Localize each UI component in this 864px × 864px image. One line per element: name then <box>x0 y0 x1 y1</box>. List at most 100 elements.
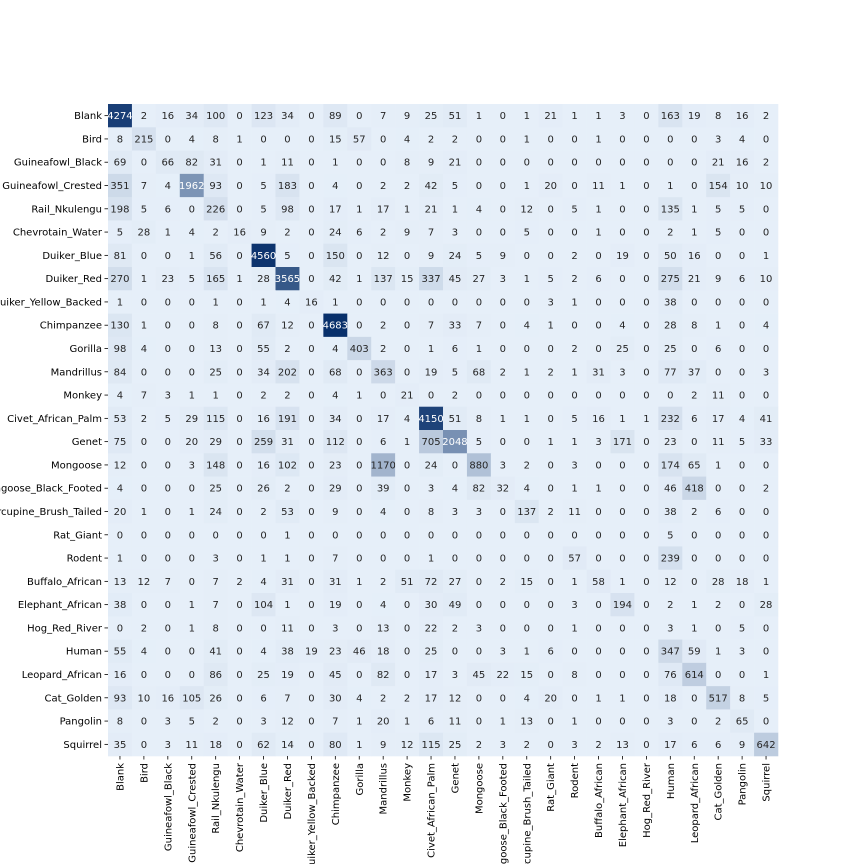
cell-value-label: 0 <box>547 600 553 611</box>
y-tick-label: Buffalo_African <box>27 577 102 588</box>
heatmap-cell <box>251 523 276 547</box>
heatmap-cell <box>706 406 731 431</box>
cell-value-label: 66 <box>161 158 174 169</box>
cell-value-label: 3 <box>500 274 506 285</box>
heatmap-cell <box>586 173 611 198</box>
heatmap-cell <box>514 313 540 338</box>
cell-value-label: 0 <box>595 344 601 355</box>
cell-value-label: 1 <box>715 647 721 658</box>
cell-value-label: 0 <box>691 344 697 355</box>
cell-value-label: 22 <box>496 670 509 681</box>
heatmap-cell <box>347 476 372 501</box>
heatmap-cell <box>443 220 468 245</box>
cell-value-label: 337 <box>421 274 440 285</box>
heatmap-cell <box>634 243 659 268</box>
cell-value-label: 0 <box>739 251 745 262</box>
cell-value-label: 0 <box>619 554 625 565</box>
cell-value-label: 41 <box>760 414 773 425</box>
heatmap-cell <box>155 639 181 664</box>
cell-value-label: 98 <box>114 344 127 355</box>
heatmap-cell <box>227 430 252 454</box>
cell-value-label: 7 <box>165 577 171 588</box>
cell-value-label: 82 <box>377 670 390 681</box>
heatmap-cell <box>131 593 157 617</box>
heatmap-cell <box>610 686 635 710</box>
x-tick-label: Duiker_Yellow_Backed <box>307 763 318 864</box>
heatmap-cell <box>419 383 444 408</box>
cell-value-label: 3 <box>667 623 673 634</box>
cell-value-label: 0 <box>356 251 362 262</box>
heatmap-cell <box>466 243 492 268</box>
heatmap-cell <box>514 267 540 291</box>
heatmap-cell <box>395 313 420 338</box>
heatmap-cell <box>443 173 468 198</box>
cell-value-label: 84 <box>114 367 127 378</box>
cell-value-label: 28 <box>138 228 151 239</box>
heatmap-cell <box>179 173 205 198</box>
heatmap-cell <box>395 686 420 710</box>
cell-value-label: 4 <box>260 647 266 658</box>
heatmap-cell <box>179 383 205 408</box>
cell-value-label: 24 <box>209 507 222 518</box>
cell-value-label: 0 <box>165 623 171 634</box>
cell-value-label: 0 <box>595 623 601 634</box>
cell-value-label: 1 <box>763 251 769 262</box>
cell-value-label: 0 <box>500 321 506 332</box>
heatmap-cell <box>203 430 228 454</box>
cell-value-label: 28 <box>760 600 773 611</box>
cell-value-label: 0 <box>763 623 769 634</box>
heatmap-cell <box>538 499 563 524</box>
heatmap-cell <box>203 220 228 245</box>
heatmap-cell <box>323 197 348 221</box>
cell-value-label: 51 <box>401 577 414 588</box>
cell-value-label: 57 <box>353 134 366 145</box>
heatmap-cell <box>108 243 133 268</box>
heatmap-cell <box>275 267 300 291</box>
heatmap-cell <box>682 267 707 291</box>
cell-value-label: 15 <box>401 274 414 285</box>
heatmap-cell <box>155 313 181 338</box>
heatmap-cell <box>371 499 396 524</box>
cell-value-label: 2 <box>524 740 530 751</box>
heatmap-cell <box>538 313 563 338</box>
cell-value-label: 0 <box>380 530 386 541</box>
heatmap-cell <box>466 639 492 664</box>
cell-value-label: 16 <box>161 111 174 122</box>
cell-value-label: 0 <box>404 367 410 378</box>
cell-value-label: 0 <box>595 670 601 681</box>
heatmap-cell <box>371 430 396 454</box>
heatmap-cell <box>371 243 396 268</box>
heatmap-cell <box>203 383 228 408</box>
cell-value-label: 22 <box>425 623 438 634</box>
cell-value-label: 614 <box>685 670 704 681</box>
heatmap-cell <box>634 499 659 524</box>
x-tick-label: Duiker_Blue <box>259 763 270 823</box>
cell-value-label: 6 <box>715 740 721 751</box>
heatmap-cell <box>323 430 348 454</box>
heatmap-cell <box>538 336 563 361</box>
heatmap-cell <box>658 499 683 524</box>
cell-value-label: 1 <box>165 228 171 239</box>
heatmap-cell <box>203 686 228 710</box>
heatmap-cell <box>586 593 611 617</box>
cell-value-label: 39 <box>377 484 390 495</box>
heatmap-cell <box>466 406 492 431</box>
cell-value-label: 33 <box>760 437 773 448</box>
heatmap-cell <box>443 383 468 408</box>
heatmap-cell <box>347 220 372 245</box>
heatmap-cell <box>227 220 252 245</box>
cell-value-label: 0 <box>715 530 721 541</box>
heatmap-cell <box>443 523 468 547</box>
heatmap-cell <box>131 499 157 524</box>
heatmap-cell <box>466 173 492 198</box>
cell-value-label: 0 <box>547 530 553 541</box>
cell-value-label: 0 <box>236 158 242 169</box>
cell-value-label: 5 <box>260 204 266 215</box>
cell-value-label: 2 <box>595 740 601 751</box>
cell-value-label: 17 <box>712 414 725 425</box>
heatmap-cell <box>275 453 300 477</box>
heatmap-cell <box>395 150 420 175</box>
heatmap-cell <box>275 127 300 151</box>
heatmap-cell <box>443 569 468 594</box>
heatmap-cell <box>323 709 348 734</box>
